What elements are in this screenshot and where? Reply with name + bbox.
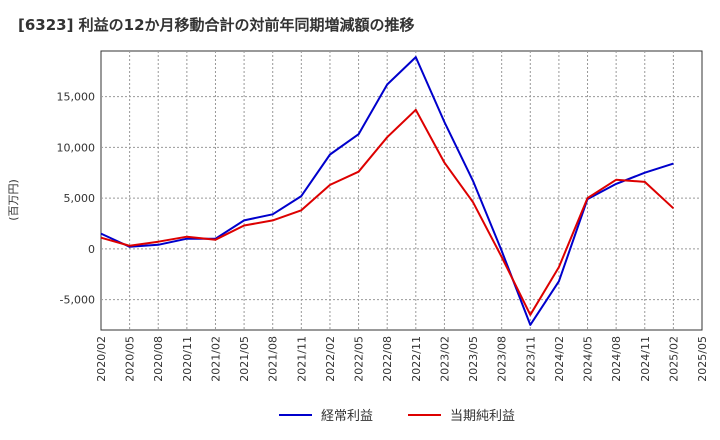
x-tick-label: 2020/02 <box>95 336 108 382</box>
y-tick-label: 0 <box>88 243 95 256</box>
x-tick-label: 2022/02 <box>324 336 337 382</box>
x-axis-ticks: 2020/02 2020/05 2020/08 2020/11 2021/02 2021/… <box>95 336 709 382</box>
series-lines <box>100 56 675 326</box>
y-axis-ticks: -5,000 0 5,000 10,000 15,000 <box>57 91 96 307</box>
x-tick-label: 2024/02 <box>553 336 566 382</box>
x-tick-label: 2025/05 <box>696 336 709 382</box>
x-tick-label: 2021/05 <box>238 336 251 382</box>
x-tick-label: 2021/11 <box>295 336 308 382</box>
y-tick-label: 10,000 <box>57 141 96 154</box>
y-tick-label: -5,000 <box>60 294 95 307</box>
x-tick-label: 2022/05 <box>353 336 366 382</box>
series-line-1 <box>100 108 675 316</box>
plot-area <box>100 50 703 331</box>
x-tick-label: 2021/02 <box>209 336 222 382</box>
x-tick-label: 2020/08 <box>152 336 165 382</box>
x-tick-label: 2020/11 <box>181 336 194 382</box>
legend: 経常利益 当期純利益 <box>279 409 515 424</box>
gridlines <box>101 51 702 330</box>
x-tick-label: 2022/11 <box>410 336 423 382</box>
x-tick-label: 2024/08 <box>610 336 623 382</box>
y-tick-label: 15,000 <box>57 91 96 104</box>
x-tick-label: 2025/02 <box>667 336 680 382</box>
x-tick-label: 2021/08 <box>267 336 280 382</box>
x-tick-label: 2023/11 <box>524 336 537 382</box>
x-tick-label: 2023/05 <box>467 336 480 382</box>
x-tick-label: 2024/05 <box>582 336 595 382</box>
chart-title: [6323] 利益の12か月移動合計の対前年同期増減額の推移 <box>18 16 415 34</box>
x-tick-label: 2024/11 <box>639 336 652 382</box>
x-tick-label: 2023/02 <box>438 336 451 382</box>
x-tick-label: 2022/08 <box>381 336 394 382</box>
y-axis-label: (百万円) <box>7 179 20 221</box>
y-tick-label: 5,000 <box>64 192 96 205</box>
x-tick-label: 2023/08 <box>496 336 509 382</box>
legend-label-1: 当期純利益 <box>450 409 515 424</box>
legend-label-0: 経常利益 <box>321 409 373 424</box>
x-tick-label: 2020/05 <box>124 336 137 382</box>
